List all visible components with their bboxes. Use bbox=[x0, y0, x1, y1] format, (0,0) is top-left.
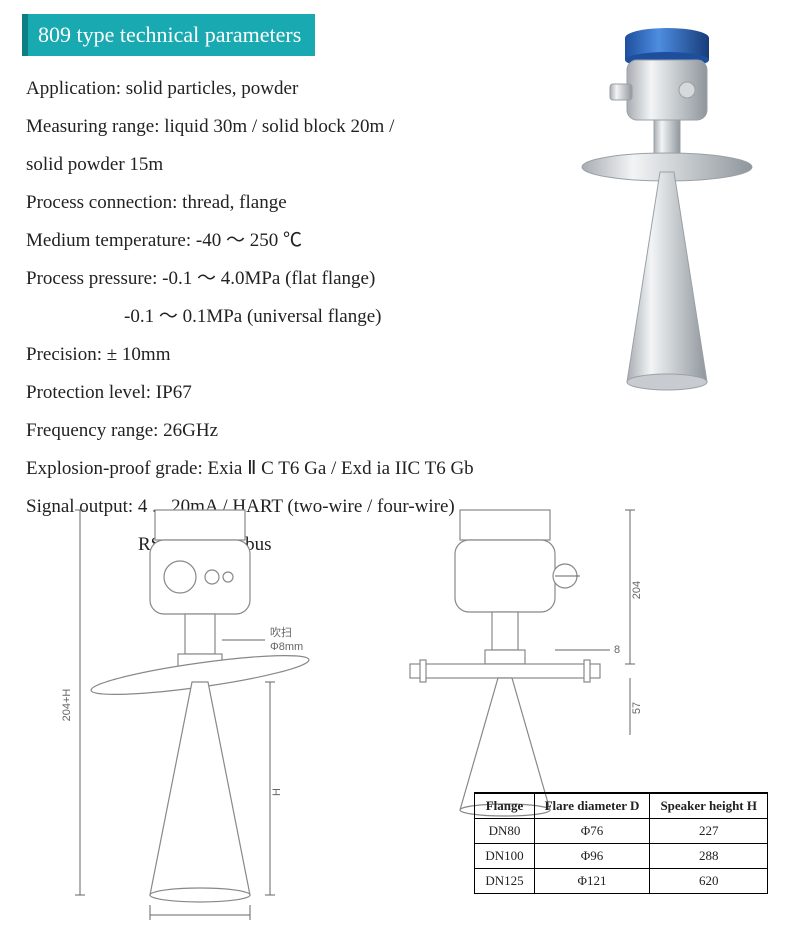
table-header: Flare diameter D bbox=[534, 793, 650, 819]
table-header: Speaker height H bbox=[650, 793, 768, 819]
spec-line: Application: solid particles, powder bbox=[26, 70, 546, 108]
svg-text:Φ8mm: Φ8mm bbox=[270, 641, 303, 653]
spec-line: Medium temperature: -40 ～ 250 ℃ bbox=[26, 222, 546, 260]
product-photo bbox=[572, 22, 762, 402]
table-cell: Φ76 bbox=[534, 819, 650, 844]
spec-line: Precision: ± 10mm bbox=[26, 336, 546, 374]
spec-line: Protection level: IP67 bbox=[26, 374, 546, 412]
table-cell: DN100 bbox=[475, 844, 534, 869]
spec-line: Process connection: thread, flange bbox=[26, 184, 546, 222]
table-row: DN100 Φ96 288 bbox=[475, 844, 768, 869]
spec-line: -0.1 ～ 0.1MPa (universal flange) bbox=[26, 298, 546, 336]
spec-line: Measuring range: liquid 30m / solid bloc… bbox=[26, 108, 546, 146]
svg-text:204+H: 204+H bbox=[61, 689, 73, 722]
table-cell: 620 bbox=[650, 869, 768, 894]
table-cell: Φ121 bbox=[534, 869, 650, 894]
svg-text:8: 8 bbox=[614, 644, 620, 656]
svg-text:D: D bbox=[192, 919, 200, 920]
table-header: Flange bbox=[475, 793, 534, 819]
spec-line: Process pressure: -0.1 ～ 4.0MPa (flat fl… bbox=[26, 260, 546, 298]
spec-line: Frequency range: 26GHz bbox=[26, 412, 546, 450]
svg-text:H: H bbox=[271, 788, 283, 796]
table-cell: 227 bbox=[650, 819, 768, 844]
table-cell: 288 bbox=[650, 844, 768, 869]
title-text: 809 type technical parameters bbox=[38, 22, 301, 47]
spec-line: Explosion-proof grade: Exia Ⅱ C T6 Ga / … bbox=[26, 450, 546, 488]
dimension-table: Flange Flare diameter D Speaker height H… bbox=[474, 792, 768, 894]
table-cell: DN80 bbox=[475, 819, 534, 844]
svg-text:204: 204 bbox=[631, 581, 643, 599]
svg-text:吹扫: 吹扫 bbox=[270, 626, 292, 639]
table-cell: Φ96 bbox=[534, 844, 650, 869]
title-bar: 809 type technical parameters bbox=[22, 14, 315, 56]
table-cell: DN125 bbox=[475, 869, 534, 894]
table-header-row: Flange Flare diameter D Speaker height H bbox=[475, 793, 768, 819]
spec-line: solid powder 15m bbox=[26, 146, 546, 184]
table-row: DN80 Φ76 227 bbox=[475, 819, 768, 844]
table-row: DN125 Φ121 620 bbox=[475, 869, 768, 894]
svg-text:57: 57 bbox=[631, 702, 643, 714]
